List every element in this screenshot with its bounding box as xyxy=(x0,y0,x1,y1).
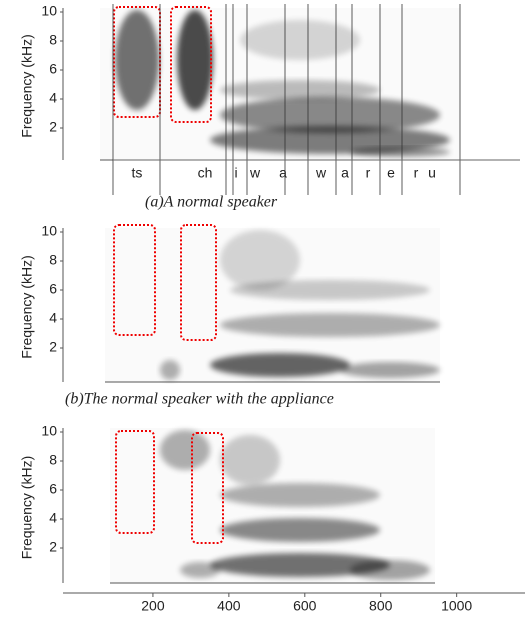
spectral-energy xyxy=(115,10,159,110)
phoneme-label: w xyxy=(249,165,261,181)
y-tick-label: 2 xyxy=(49,339,57,355)
phoneme-label: u xyxy=(428,165,436,181)
y-tick-label: 8 xyxy=(49,32,57,48)
spectral-energy xyxy=(350,560,430,580)
phoneme-label: r xyxy=(366,165,371,181)
spectral-energy xyxy=(210,553,390,577)
spectral-energy xyxy=(160,430,210,470)
y-tick-label: 8 xyxy=(49,252,57,268)
y-axis-label: Frequency (kHz) xyxy=(19,456,35,559)
spectral-energy xyxy=(177,10,213,110)
spectral-energy xyxy=(220,483,380,507)
x-tick-label: 200 xyxy=(141,598,165,614)
spectral-energy xyxy=(350,147,450,157)
spectral-energy xyxy=(220,435,280,485)
highlight-box xyxy=(170,6,212,123)
y-tick-label: 6 xyxy=(49,481,57,497)
spectral-energy xyxy=(220,518,380,542)
y-tick-label: 4 xyxy=(49,510,57,526)
phoneme-label: ch xyxy=(198,165,213,181)
spectral-energy xyxy=(220,80,380,100)
spectral-energy xyxy=(210,126,450,154)
y-tick-label: 10 xyxy=(41,223,57,239)
y-tick-label: 8 xyxy=(49,452,57,468)
y-tick-label: 10 xyxy=(41,3,57,19)
y-axis-label: Frequency (kHz) xyxy=(19,255,35,358)
caption: (a)A normal speaker xyxy=(145,194,278,211)
x-tick-label: 600 xyxy=(293,598,317,614)
y-tick-label: 4 xyxy=(49,90,57,106)
phoneme-label: a xyxy=(341,165,349,181)
phoneme-label: r xyxy=(414,165,419,181)
x-tick-label: 800 xyxy=(369,598,393,614)
spectral-energy xyxy=(220,97,440,133)
highlight-box xyxy=(180,224,217,341)
phoneme-label: i xyxy=(234,165,237,181)
highlight-box xyxy=(115,430,155,534)
spectral-energy xyxy=(160,360,180,380)
spectral-energy xyxy=(220,313,440,337)
phoneme-label: w xyxy=(315,165,327,181)
spectral-energy xyxy=(240,20,360,60)
spectral-energy xyxy=(180,562,220,578)
spectral-energy xyxy=(220,230,300,290)
y-tick-label: 10 xyxy=(41,423,57,439)
y-tick-label: 4 xyxy=(49,310,57,326)
spectral-energy xyxy=(340,362,440,378)
phoneme-label: ts xyxy=(132,165,143,181)
highlight-box xyxy=(113,224,156,336)
x-tick-label: 400 xyxy=(217,598,241,614)
caption: (b)The normal speaker with the appliance xyxy=(65,391,334,408)
spectral-energy xyxy=(210,353,350,377)
y-tick-label: 6 xyxy=(49,281,57,297)
y-tick-label: 2 xyxy=(49,539,57,555)
y-tick-label: 6 xyxy=(49,61,57,77)
phoneme-label: a xyxy=(279,165,287,181)
phoneme-label: e xyxy=(387,165,395,181)
y-tick-label: 2 xyxy=(49,119,57,135)
x-tick-label: 1000 xyxy=(441,598,472,614)
y-axis-label: Frequency (kHz) xyxy=(19,34,35,137)
